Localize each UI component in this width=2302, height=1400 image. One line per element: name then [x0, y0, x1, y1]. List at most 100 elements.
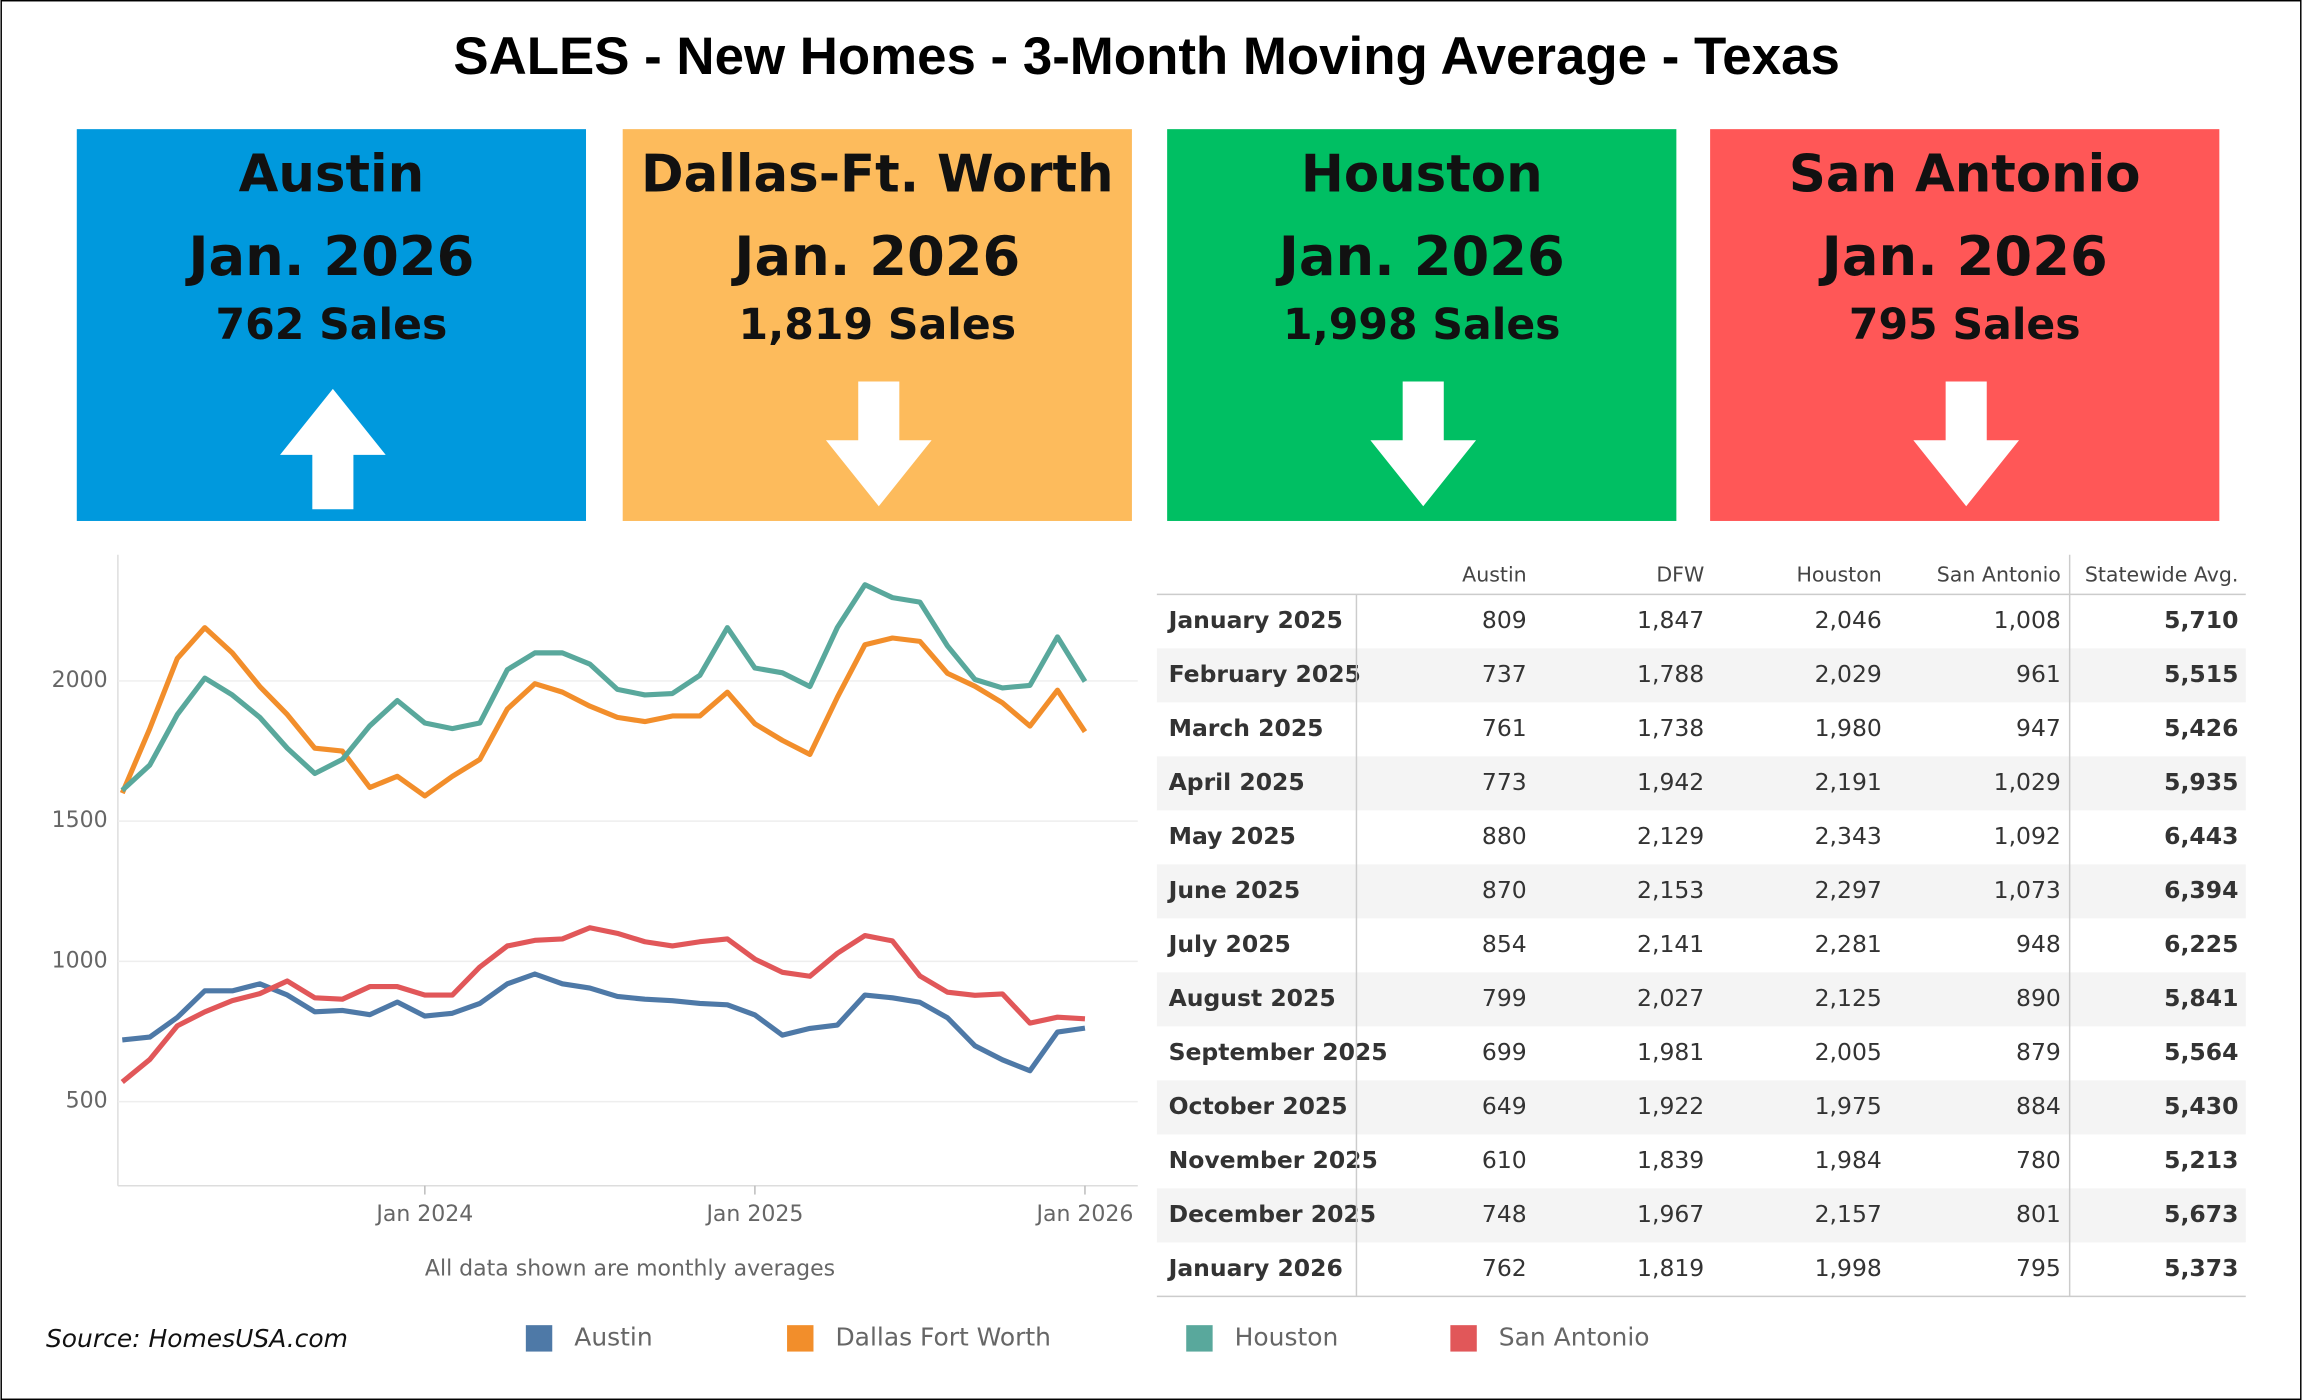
table-row-label: August 2025: [1169, 984, 1336, 1012]
table-cell: 762: [1482, 1254, 1527, 1282]
legend-label: Houston: [1235, 1322, 1339, 1351]
table-cell: 890: [2016, 984, 2061, 1012]
table-cell: 2,125: [1815, 984, 1882, 1012]
table-cell: 1,839: [1637, 1146, 1704, 1174]
card-date: Jan. 2026: [184, 225, 474, 288]
table-row-label: June 2025: [1167, 876, 1301, 904]
table-row-label: July 2025: [1167, 930, 1291, 958]
table-cell: 610: [1482, 1146, 1527, 1174]
x-tick-label: Jan 2026: [1035, 1202, 1134, 1227]
legend-label: Dallas Fort Worth: [835, 1322, 1051, 1351]
x-tick-label: Jan 2024: [374, 1202, 473, 1227]
table-cell: 5,373: [2164, 1254, 2238, 1282]
trend-arrow: [825, 381, 932, 507]
legend-swatch: [525, 1325, 553, 1352]
table-cell: 1,847: [1637, 606, 1704, 634]
table-cell: 780: [2016, 1146, 2061, 1174]
y-tick-label: 1500: [52, 808, 108, 833]
table-row-band: [1156, 756, 2246, 811]
table-cell: 801: [2016, 1200, 2061, 1228]
table-row-label: May 2025: [1169, 822, 1296, 850]
table-cell: 2,281: [1815, 930, 1882, 958]
trend-arrow: [280, 388, 386, 510]
table-cell: 5,564: [2164, 1038, 2238, 1066]
table-cell: 6,225: [2164, 930, 2238, 958]
series-line: [119, 625, 1088, 799]
table-cell: 854: [1482, 930, 1527, 958]
table-cell: 1,029: [1994, 768, 2061, 796]
table-cell: 2,027: [1637, 984, 1704, 1012]
table-row-label: January 2026: [1167, 1254, 1343, 1282]
card-sales: 762 Sales: [216, 301, 448, 350]
table-row-band: [1156, 864, 2246, 919]
table-cell: 947: [2016, 714, 2061, 742]
table-row-band: [1156, 1188, 2246, 1243]
table-cell: 2,005: [1815, 1038, 1882, 1066]
table-cell: 5,841: [2164, 984, 2238, 1012]
table-row-label: March 2025: [1169, 714, 1324, 742]
table-cell: 870: [1482, 876, 1527, 904]
table-cell: 795: [2016, 1254, 2061, 1282]
table-cell: 1,984: [1815, 1146, 1882, 1174]
table-cell: 799: [1482, 984, 1527, 1012]
card-city: Austin: [239, 145, 425, 205]
table-row-label: December 2025: [1169, 1200, 1376, 1228]
card-city: Dallas-Ft. Worth: [641, 145, 1114, 205]
legend-label: Austin: [574, 1322, 652, 1351]
table-header: Austin: [1462, 562, 1527, 586]
table-cell: 2,141: [1637, 930, 1704, 958]
table-cell: 2,153: [1637, 876, 1704, 904]
table-row-label: September 2025: [1169, 1038, 1388, 1066]
table-cell: 1,981: [1637, 1038, 1704, 1066]
series-line: [122, 971, 1086, 1074]
table-row-label: January 2025: [1167, 606, 1343, 634]
table-cell: 1,942: [1637, 768, 1704, 796]
source: Source: HomesUSA.com: [46, 1324, 348, 1353]
table-cell: 5,935: [2164, 768, 2238, 796]
page-title: SALES - New Homes - 3-Month Moving Avera…: [453, 27, 1839, 86]
table-cell: 1,975: [1815, 1092, 1882, 1120]
table-header: Houston: [1796, 562, 1881, 586]
table-cell: 2,046: [1815, 606, 1882, 634]
table-cell: 1,788: [1637, 660, 1704, 688]
series-line: [120, 582, 1088, 793]
table-row-label: April 2025: [1169, 768, 1305, 796]
table-row-band: [1156, 648, 2246, 703]
table-row-band: [1156, 1080, 2246, 1135]
table-header: San Antonio: [1937, 562, 2061, 586]
table-row-label: February 2025: [1169, 660, 1361, 688]
table-cell: 699: [1482, 1038, 1527, 1066]
table-cell: 737: [1482, 660, 1527, 688]
table-cell: 5,673: [2164, 1200, 2238, 1228]
table-header: Statewide Avg.: [2085, 562, 2239, 586]
table-cell: 1,922: [1637, 1092, 1704, 1120]
card-sales: 1,819 Sales: [739, 301, 1017, 350]
trend-arrow: [1370, 381, 1477, 507]
table-cell: 2,297: [1815, 876, 1882, 904]
card-date: Jan. 2026: [730, 225, 1020, 288]
table-row-label: November 2025: [1169, 1146, 1378, 1174]
table-cell: 1,998: [1815, 1254, 1882, 1282]
table-cell: 1,967: [1637, 1200, 1704, 1228]
card-date: Jan. 2026: [1818, 225, 2108, 288]
y-tick-label: 1000: [52, 948, 108, 973]
table-cell: 748: [1482, 1200, 1527, 1228]
series-line: [120, 925, 1086, 1084]
table-cell: 1,092: [1994, 822, 2061, 850]
table-cell: 961: [2016, 660, 2061, 688]
card-sales: 795 Sales: [1849, 301, 2081, 350]
table-header: DFW: [1656, 562, 1704, 586]
table-cell: 5,213: [2164, 1146, 2238, 1174]
table-cell: 2,129: [1637, 822, 1704, 850]
card-city: Houston: [1301, 145, 1543, 205]
table-cell: 809: [1482, 606, 1527, 634]
table-cell: 2,191: [1815, 768, 1882, 796]
table-cell: 2,343: [1815, 822, 1882, 850]
trend-arrow: [1913, 381, 2020, 507]
card-date: Jan. 2026: [1275, 225, 1565, 288]
table-cell: 884: [2016, 1092, 2061, 1120]
legend-swatch: [1450, 1325, 1477, 1352]
table-cell: 880: [1482, 822, 1527, 850]
